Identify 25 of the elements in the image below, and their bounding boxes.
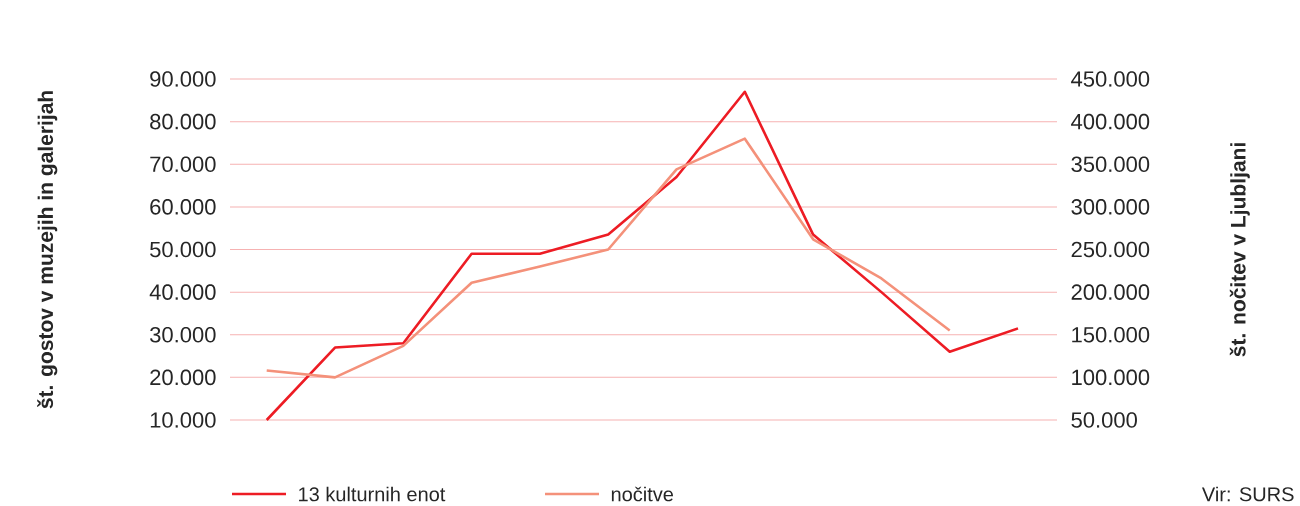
y-tick-label: 80.000: [150, 113, 216, 130]
line-series: [265, 90, 1020, 422]
y2-tick-label: 250.000: [1071, 241, 1150, 258]
y-axis-title: št. gostov v muzejih in galerijah: [37, 91, 58, 409]
y-tick-label: 20.000: [150, 369, 216, 386]
y2-axis-title: št. nočitev v Ljubljani: [1229, 143, 1250, 357]
y-tick-label: 50.000: [150, 241, 216, 258]
y2-tick-label: 400.000: [1071, 113, 1150, 130]
y-tick-label: 10.000: [150, 412, 216, 428]
y-tick-label: 40.000: [149, 284, 216, 300]
legend-label: nočitve: [611, 486, 674, 502]
y2-tick-label: 100.000: [1072, 369, 1150, 386]
y-tick-label: 60.000: [150, 199, 216, 215]
y-tick-label: 70.000: [150, 156, 216, 173]
line-series: [265, 137, 952, 379]
y-tick-label: 30.000: [150, 326, 216, 343]
legend-label: 13 kulturnih enot: [299, 486, 446, 502]
y2-tick-label: 350.000: [1071, 156, 1150, 173]
y2-tick-label: 50.000: [1071, 412, 1137, 428]
text: Vir: SURS: [1201, 486, 1294, 502]
y-tick-label: 90.000: [150, 71, 216, 87]
y2-tick-label: 150.000: [1072, 326, 1150, 343]
y2-tick-label: 300.000: [1071, 199, 1150, 215]
y2-tick-label: 200.000: [1071, 284, 1150, 300]
y2-tick-label: 450.000: [1071, 71, 1150, 87]
